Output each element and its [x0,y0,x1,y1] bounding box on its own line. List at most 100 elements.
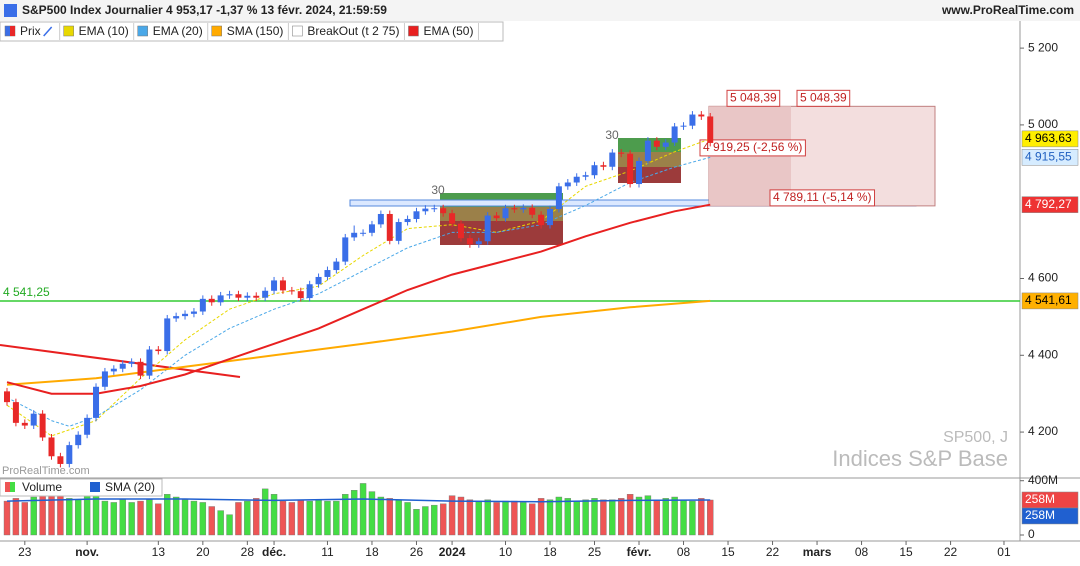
y-tick-label: 400M [1028,473,1058,487]
y-tick-label: 4 400 [1028,347,1058,361]
volume-bar [626,494,634,536]
candle-body [128,361,135,364]
candle-body [475,241,482,245]
y-tick-label: 4 600 [1028,271,1058,285]
candle-body [226,294,233,296]
volume-bar [101,500,109,536]
legend-label: Volume [22,480,62,494]
axis-value-label: 258M [1025,492,1055,506]
volume-bar [431,504,438,536]
candle-body [511,208,518,210]
axis-value-box [1021,130,1079,148]
candle-body [4,391,11,403]
candle-body [306,284,313,299]
x-tick-label: mars [803,545,832,559]
legend-swatch [10,482,15,492]
candle-body [297,291,304,299]
volume-bar [92,494,100,536]
axis-value-label: 4 963,63 [1025,131,1072,145]
y-tick-label: 4 200 [1028,424,1058,438]
header-site[interactable]: www.ProRealTime.com [941,3,1074,17]
volume-bar [466,499,474,536]
legend-swatch [90,482,100,492]
candle-body [582,175,589,177]
volume-bar [671,496,678,536]
volume-bar [190,500,198,536]
y-tick-label: 5 200 [1028,40,1058,54]
candle-body [368,224,375,233]
volume-bar [119,499,126,536]
volume-bar [110,502,118,536]
volume-bar [226,514,233,536]
volume-bar [635,496,643,536]
level-box [796,89,851,107]
volume-bar [279,500,287,536]
x-tick-label: 23 [18,545,32,559]
candle-body [360,232,367,234]
volume-bar [181,499,189,536]
volume-bar [324,500,331,536]
volume-bar [83,495,91,536]
y-tick-label: 0 [1028,527,1035,541]
volume-bar [413,509,420,536]
legend-label: EMA (50) [423,24,473,38]
candle-body [680,125,687,127]
volume-bar [30,496,37,536]
volume-bar [520,502,527,536]
volume-bar [155,503,162,536]
volume-bar [564,498,572,536]
volume-bar [3,500,11,536]
legend-swatch [10,26,15,36]
volume-bar [75,499,82,536]
volume-bar [261,488,269,536]
volume-bar [288,502,296,536]
candle-body [199,298,206,312]
volume-sma-line [6,498,711,503]
candle-body [75,434,82,446]
candle-body [30,413,37,426]
candle-body [520,207,527,210]
candle-body [146,349,153,376]
candle-body [315,276,322,285]
candle-body [431,208,438,210]
legend-label: SMA (150) [227,24,284,38]
watermark-brand: ProRealTime.com [2,465,90,477]
watermark-market: Indices S&P Base [832,446,1008,471]
candle-body [564,182,571,187]
candle-body [457,223,464,239]
volume-bar [511,500,518,536]
volume-bar [217,510,224,536]
candle-body [235,294,242,298]
x-tick-label: déc. [262,545,286,559]
axis-value-label: 4 792,27 [1025,197,1072,211]
volume-bar [618,498,625,536]
volume-bar [528,503,536,536]
candle-body [101,371,108,387]
volume-bar [333,500,340,536]
volume-bar [48,495,55,536]
candle-body [386,213,393,241]
candle-body [12,402,19,423]
x-tick-label: 18 [365,545,379,559]
candle-body [538,214,545,226]
candle-body [333,261,340,271]
candle-body [164,318,171,352]
legend-swatch [5,482,10,492]
candle-body [377,213,384,225]
legend-swatch [63,25,74,37]
volume-bar [57,491,64,536]
candle-body [57,456,64,464]
candle-body [573,176,580,183]
candle-body [279,280,286,291]
volume-bar [208,506,215,536]
volume-bar [350,490,358,536]
legend-label: EMA (10) [79,24,129,38]
volume-bar [359,483,367,536]
candle-body [662,142,669,147]
volume-bar [653,499,661,536]
volume-bar [12,498,20,536]
axis-value-label: 258M [1025,508,1055,522]
axis-value-label: 4 915,55 [1025,150,1072,164]
candle-body [39,413,46,438]
x-tick-label: 28 [241,545,255,559]
